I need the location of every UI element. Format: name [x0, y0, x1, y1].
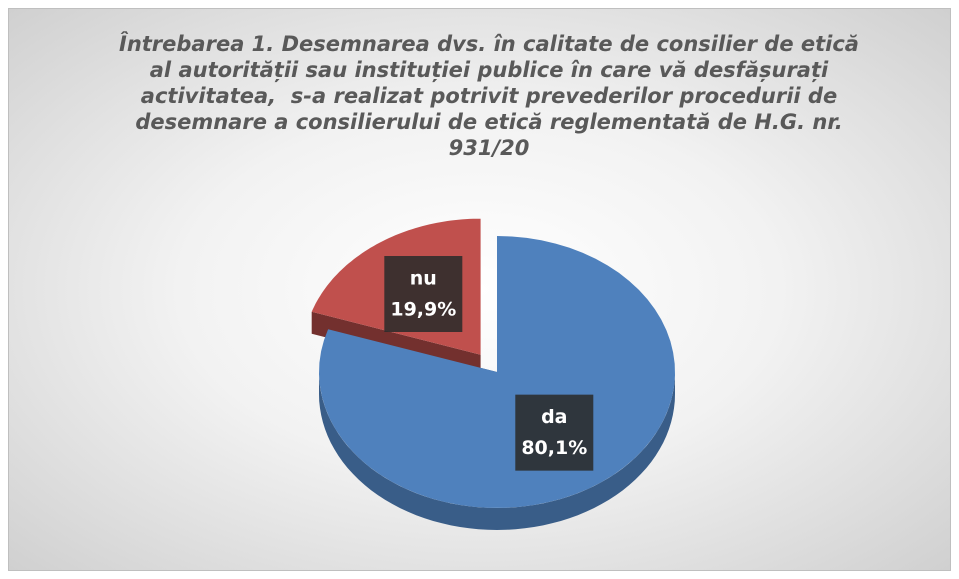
- data-label-value: 19,9%: [390, 299, 456, 321]
- data-label-box: [515, 394, 594, 471]
- data-label-category: nu: [410, 268, 437, 290]
- chart-title: Întrebarea 1. Desemnarea dvs. în calitat…: [119, 32, 867, 160]
- data-label-box: [384, 256, 463, 333]
- slice-side: [319, 372, 675, 530]
- data-label-value: 80,1%: [521, 437, 587, 459]
- data-label-category: da: [541, 406, 567, 428]
